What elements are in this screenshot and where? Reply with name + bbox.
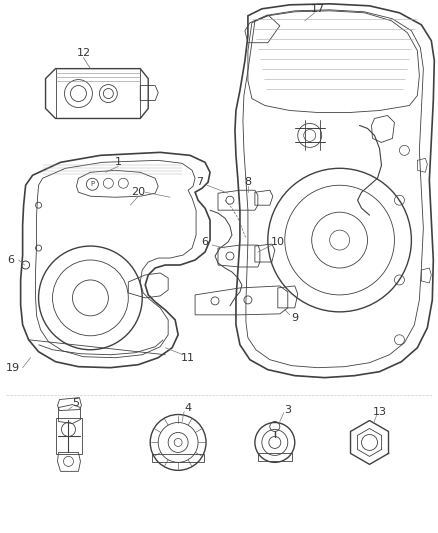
Text: 4: 4 (184, 402, 192, 413)
Text: 1: 1 (115, 157, 122, 167)
Text: 20: 20 (131, 187, 145, 197)
Text: 10: 10 (271, 237, 285, 247)
Text: 6: 6 (201, 237, 208, 247)
Text: 17: 17 (311, 4, 325, 14)
Text: 3: 3 (284, 405, 291, 415)
Text: 6: 6 (7, 255, 14, 265)
Text: 9: 9 (291, 313, 298, 323)
Text: 13: 13 (372, 407, 386, 416)
Text: 5: 5 (72, 398, 79, 408)
Text: P: P (90, 181, 95, 187)
Text: 12: 12 (76, 47, 91, 58)
Text: 11: 11 (181, 353, 195, 363)
Text: 7: 7 (197, 177, 204, 187)
Text: 8: 8 (244, 177, 251, 187)
Text: 19: 19 (6, 362, 20, 373)
